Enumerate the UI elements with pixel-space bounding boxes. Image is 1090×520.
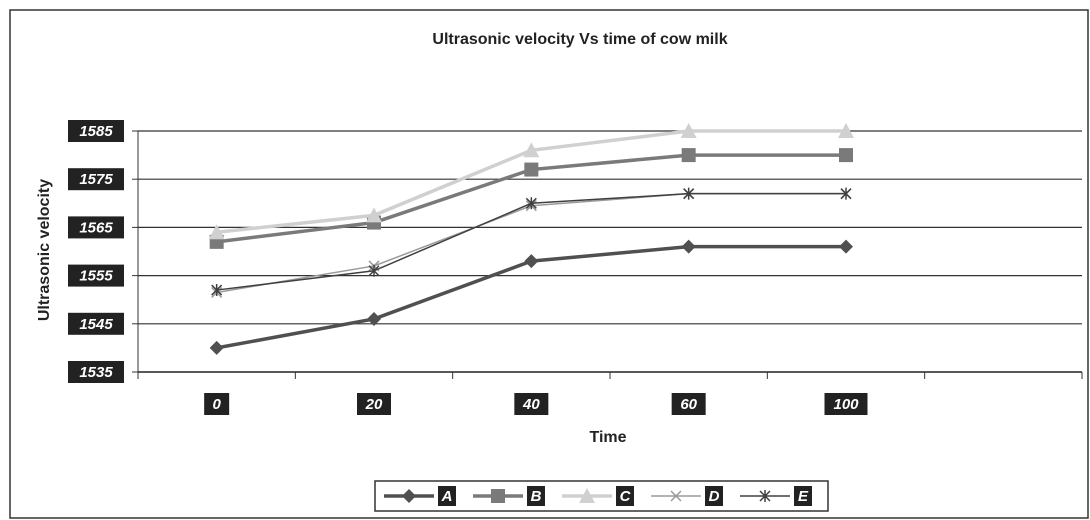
tick-label-bg <box>357 393 391 415</box>
chart-title: Ultrasonic velocity Vs time of cow milk <box>432 31 727 48</box>
tick-label-bg <box>68 312 124 335</box>
tick-label-bg <box>514 393 549 415</box>
data-point <box>367 311 381 326</box>
data-point <box>524 162 539 177</box>
x-tick-label: 20 <box>365 396 383 413</box>
x-tick-label: 100 <box>833 396 859 413</box>
data-point <box>368 264 380 277</box>
data-point <box>681 148 696 163</box>
y-tick-label: 1585 <box>79 123 113 140</box>
data-point <box>839 239 853 254</box>
y-tick-label: 1545 <box>79 316 113 333</box>
legend-label: D <box>709 488 720 505</box>
y-tick-label: 1575 <box>79 171 113 188</box>
data-point <box>524 254 539 269</box>
x-axis-label: Time <box>589 429 626 446</box>
data-point <box>681 239 696 254</box>
x-tick-label: 40 <box>522 396 540 413</box>
x-tick-label: 60 <box>680 396 697 413</box>
tick-label-bg <box>68 120 124 142</box>
y-tick-label: 1535 <box>79 364 113 381</box>
y-tick-label: 1555 <box>79 268 113 285</box>
tick-label-bg <box>671 393 706 415</box>
tick-label-bg <box>616 486 634 506</box>
data-point <box>840 187 852 200</box>
legend-marker <box>491 489 505 503</box>
data-point <box>683 187 695 200</box>
tick-label-bg <box>68 264 124 287</box>
y-tick-label: 1565 <box>79 219 113 236</box>
data-point <box>523 142 540 158</box>
data-point <box>211 284 223 297</box>
chart-frame <box>9 9 1089 519</box>
data-point <box>525 197 537 210</box>
tick-label-bg <box>824 393 868 415</box>
data-point <box>838 123 854 138</box>
tick-label-bg <box>68 216 124 239</box>
tick-label-bg <box>68 168 124 191</box>
data-point <box>208 224 225 240</box>
legend-marker <box>670 490 682 502</box>
data-point <box>680 123 697 138</box>
tick-label-bg <box>438 486 456 506</box>
legend-label: A <box>441 488 453 505</box>
tick-label-bg <box>204 393 230 415</box>
tick-label-bg <box>527 486 545 506</box>
tick-label-bg <box>68 361 124 383</box>
legend-marker <box>759 490 771 502</box>
legend-marker <box>402 489 416 503</box>
tick-label-bg <box>794 486 812 506</box>
data-point <box>839 148 853 163</box>
legend-marker <box>579 488 595 503</box>
legend-label: B <box>531 488 542 505</box>
data-point <box>366 207 382 223</box>
data-point <box>209 340 224 355</box>
tick-label-bg <box>705 486 723 506</box>
legend-label: E <box>798 488 809 505</box>
legend-label: C <box>620 488 632 505</box>
y-axis-label: Ultrasonic velocity <box>36 179 53 321</box>
x-tick-label: 0 <box>212 396 221 413</box>
